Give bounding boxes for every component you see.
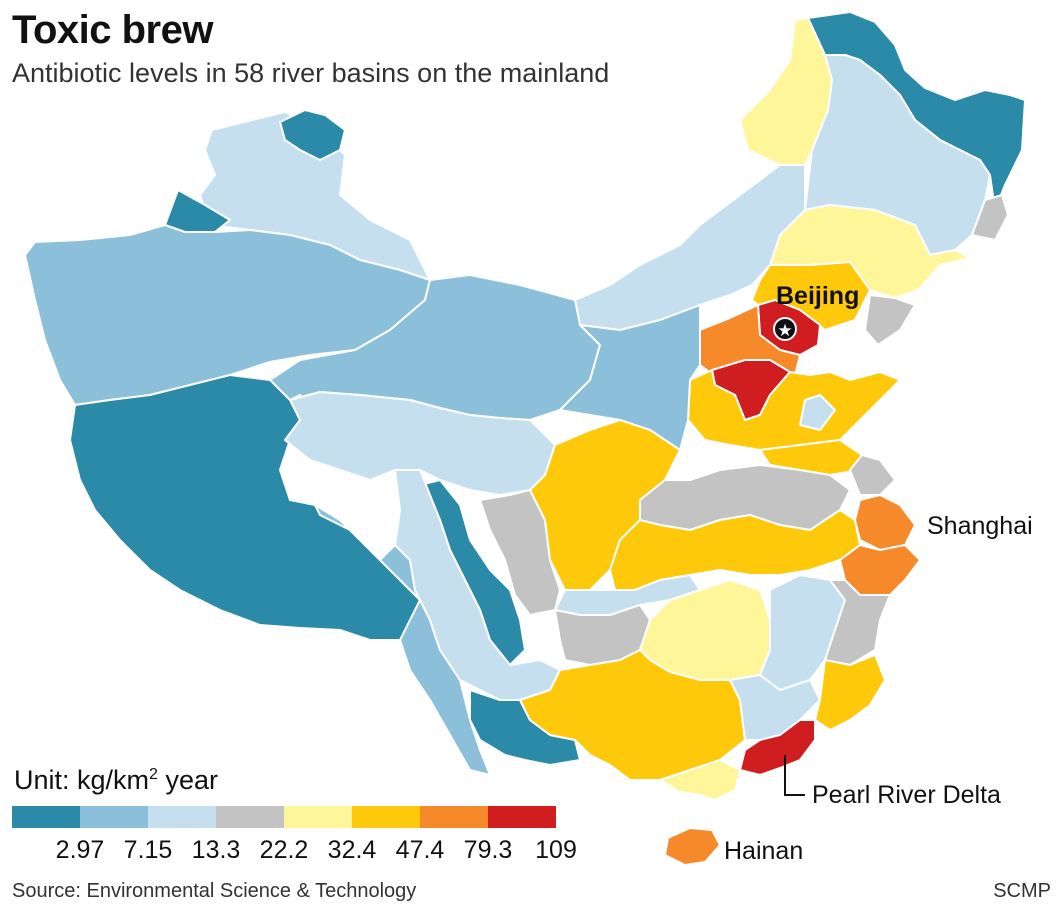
legend-tick-label: 2.97 <box>55 836 105 864</box>
page-title: Toxic brew <box>12 8 213 52</box>
credit-note: SCMP <box>993 880 1051 902</box>
legend-tick-label: 7.15 <box>123 836 173 864</box>
legend-tick-label: 47.4 <box>395 836 445 864</box>
legend-unit: Unit: kg/km2 year <box>14 765 218 795</box>
legend-swatch <box>216 806 284 828</box>
basin-min-fujian <box>824 579 891 666</box>
basin-hanjiang <box>814 654 886 731</box>
beijing-marker <box>773 317 797 341</box>
legend-tick-label: 13.3 <box>191 836 241 864</box>
legend-tick-label: 109 <box>535 836 577 864</box>
basin-leizhou <box>659 759 741 801</box>
basin-southwest-strip <box>314 504 491 776</box>
basin-yangtze-source <box>284 391 556 496</box>
legend-tick-label: 79.3 <box>463 836 513 864</box>
basin-hainan <box>664 827 721 866</box>
legend-swatch <box>148 806 216 828</box>
legend-swatch <box>488 806 556 828</box>
basin-min-river <box>479 489 561 616</box>
basin-yellow-lower <box>687 369 901 451</box>
basin-pearl-river-delta <box>739 719 816 776</box>
basin-huai-grey <box>849 454 896 496</box>
label-pearl-river-delta: Pearl River Delta <box>812 781 1001 809</box>
legend-tick-label: 32.4 <box>327 836 377 864</box>
basin-shanghai <box>854 494 916 551</box>
label-hainan: Hainan <box>724 837 803 865</box>
legend-tick-label: 22.2 <box>259 836 309 864</box>
basin-irtysh <box>279 109 346 161</box>
legend-swatch <box>420 806 488 828</box>
legend-swatch <box>80 806 148 828</box>
label-beijing: Beijing <box>776 282 859 310</box>
basin-shandong <box>799 394 836 431</box>
basin-poyang <box>759 574 846 691</box>
pearl-river-delta-leader <box>784 755 805 796</box>
legend-swatch <box>284 806 352 828</box>
source-note: Source: Environmental Science & Technolo… <box>12 880 417 902</box>
label-shanghai: Shanghai <box>927 512 1033 540</box>
page-subtitle: Antibiotic levels in 58 river basins on … <box>12 58 610 88</box>
legend-swatch <box>352 806 420 828</box>
basin-yellow-upper <box>559 304 701 451</box>
star-icon: ★ <box>777 321 792 340</box>
legend-swatch <box>12 806 80 828</box>
basin-liaodong <box>864 294 916 346</box>
basin-yalu <box>971 194 1009 241</box>
legend-color-scale <box>12 806 556 828</box>
